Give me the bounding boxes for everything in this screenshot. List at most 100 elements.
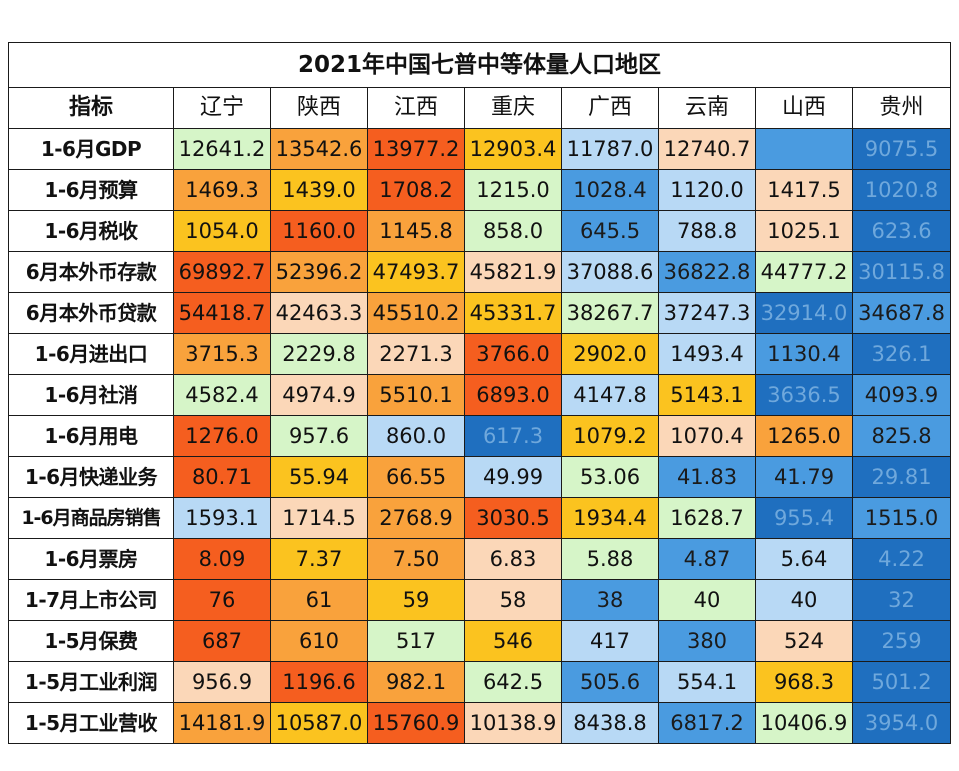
table-cell: 8.09 — [173, 538, 271, 580]
table-cell: 642.5 — [464, 661, 562, 703]
table-cell: 687 — [173, 620, 271, 662]
table-cell: 4.22 — [851, 538, 952, 580]
row-label: 1-7月上市公司 — [8, 579, 174, 621]
header-indicator: 指标 — [8, 87, 174, 129]
table-cell: 1493.4 — [658, 333, 756, 375]
table-cell: 617.3 — [464, 415, 562, 457]
row-label: 1-6月GDP — [8, 128, 174, 170]
header-region: 山西 — [755, 87, 853, 129]
table-cell: 38 — [561, 579, 659, 621]
table-cell: 44777.2 — [755, 251, 853, 293]
table-cell: 517 — [367, 620, 465, 662]
table-cell: 66.55 — [367, 456, 465, 498]
table-cell: 1079.2 — [561, 415, 659, 457]
row-label: 1-6月进出口 — [8, 333, 174, 375]
table-cell: 1515.0 — [851, 497, 952, 539]
table-cell: 326.1 — [851, 333, 952, 375]
table-cell: 2271.3 — [367, 333, 465, 375]
table-cell: 69892.7 — [173, 251, 271, 293]
table-cell: 6893.0 — [464, 374, 562, 416]
table-cell: 5143.1 — [658, 374, 756, 416]
table-row: 1-7月上市公司 76 61 59 58 38 40 40 32 — [8, 579, 952, 621]
table-cell: 7.50 — [367, 538, 465, 580]
table-body: 1-6月GDP 12641.2 13542.6 13977.2 12903.4 11787… — [8, 128, 952, 744]
table-cell: 1593.1 — [173, 497, 271, 539]
table-cell: 2768.9 — [367, 497, 465, 539]
table-cell: 524 — [755, 620, 853, 662]
table-cell: 1628.7 — [658, 497, 756, 539]
table-cell: 1196.6 — [270, 661, 368, 703]
table-cell: 32914.0 — [755, 292, 853, 334]
table-cell: 61 — [270, 579, 368, 621]
data-table-container: 2021年中国七普中等体量人口地区 指标 辽宁 陕西 江西 重庆 广西 云南 山西 贵州 1-… — [7, 42, 952, 744]
table-cell: 10587.0 — [270, 702, 368, 744]
table-cell: 1469.3 — [173, 169, 271, 211]
table-cell: 2902.0 — [561, 333, 659, 375]
table-cell: 1070.4 — [658, 415, 756, 457]
table-cell: 1054.0 — [173, 210, 271, 252]
table-cell: 80.71 — [173, 456, 271, 498]
table-row: 1-6月税收 1054.0 1160.0 1145.8 858.0 645.5 788.8 1… — [8, 210, 952, 252]
table-cell: 13542.6 — [270, 128, 368, 170]
table-cell: 2229.8 — [270, 333, 368, 375]
table-cell: 47493.7 — [367, 251, 465, 293]
table-cell: 55.94 — [270, 456, 368, 498]
header-region: 重庆 — [464, 87, 562, 129]
table-cell: 10406.9 — [755, 702, 853, 744]
row-label: 6月本外币贷款 — [8, 292, 174, 334]
table-cell: 1439.0 — [270, 169, 368, 211]
table-cell: 3954.0 — [851, 702, 952, 744]
table-cell: 3636.5 — [755, 374, 853, 416]
table-cell: 546 — [464, 620, 562, 662]
table-cell: 623.6 — [851, 210, 952, 252]
table-cell: 12903.4 — [464, 128, 562, 170]
row-label: 1-6月用电 — [8, 415, 174, 457]
table-row: 1-5月工业利润 956.9 1196.6 982.1 642.5 505.6 554.1 9… — [8, 661, 952, 703]
row-label: 1-5月工业营收 — [8, 702, 174, 744]
table-row: 1-5月工业营收 14181.9 10587.0 15760.9 10138.9 8438… — [8, 702, 952, 744]
table-cell: 9075.5 — [851, 128, 952, 170]
table-cell: 59 — [367, 579, 465, 621]
table-cell: 4974.9 — [270, 374, 368, 416]
table-cell: 1025.1 — [755, 210, 853, 252]
table-cell: 29.81 — [851, 456, 952, 498]
table-cell: 11787.0 — [561, 128, 659, 170]
table-cell: 1708.2 — [367, 169, 465, 211]
table-cell: 1265.0 — [755, 415, 853, 457]
table-cell: 14181.9 — [173, 702, 271, 744]
table-row: 6月本外币存款 69892.7 52396.2 47493.7 45821.9 37088… — [8, 251, 952, 293]
table-cell: 45510.2 — [367, 292, 465, 334]
table-cell: 501.2 — [851, 661, 952, 703]
table-cell: 968.3 — [755, 661, 853, 703]
table-cell: 5.88 — [561, 538, 659, 580]
table-row: 1-6月商品房销售 1593.1 1714.5 2768.9 3030.5 1934.4 1… — [8, 497, 952, 539]
table-cell: 505.6 — [561, 661, 659, 703]
table-cell: 982.1 — [367, 661, 465, 703]
header-region: 广西 — [561, 87, 659, 129]
table-cell: 610 — [270, 620, 368, 662]
data-table: 2021年中国七普中等体量人口地区 指标 辽宁 陕西 江西 重庆 广西 云南 山西 贵州 1-… — [7, 42, 952, 744]
table-cell: 12641.2 — [173, 128, 271, 170]
table-cell: 645.5 — [561, 210, 659, 252]
row-label: 1-6月税收 — [8, 210, 174, 252]
table-cell: 5510.1 — [367, 374, 465, 416]
table-cell: 12740.7 — [658, 128, 756, 170]
table-cell: 4582.4 — [173, 374, 271, 416]
table-cell: 15760.9 — [367, 702, 465, 744]
table-cell: 13977.2 — [367, 128, 465, 170]
row-label: 1-6月商品房销售 — [8, 497, 174, 539]
table-cell: 45331.7 — [464, 292, 562, 334]
table-cell: 49.99 — [464, 456, 562, 498]
table-cell: 37088.6 — [561, 251, 659, 293]
table-cell: 956.9 — [173, 661, 271, 703]
table-cell: 76 — [173, 579, 271, 621]
table-row: 1-6月快递业务 80.71 55.94 66.55 49.99 53.06 41.83 41… — [8, 456, 952, 498]
table-cell: 3030.5 — [464, 497, 562, 539]
table-cell: 32 — [851, 579, 952, 621]
table-cell: 957.6 — [270, 415, 368, 457]
header-region: 辽宁 — [173, 87, 271, 129]
table-cell: 1160.0 — [270, 210, 368, 252]
table-cell: 1276.0 — [173, 415, 271, 457]
table-cell: 30115.8 — [851, 251, 952, 293]
table-cell: 40 — [658, 579, 756, 621]
